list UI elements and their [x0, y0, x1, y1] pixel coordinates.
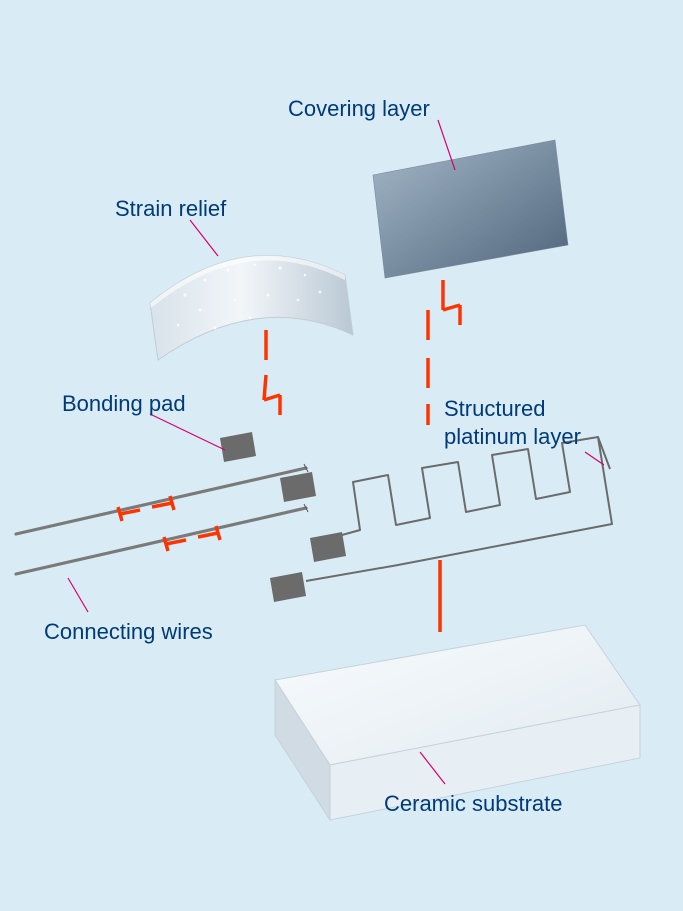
- diagram-svg: [0, 0, 683, 911]
- connecting-wires: [16, 464, 308, 574]
- label-ceramic: Ceramic substrate: [384, 790, 563, 818]
- label-covering: Covering layer: [288, 95, 430, 123]
- strain-relief: [150, 255, 353, 360]
- label-strain: Strain relief: [115, 195, 226, 223]
- structured-platinum-layer: [306, 437, 612, 581]
- label-platinum: Structured platinum layer: [444, 395, 581, 450]
- label-wires: Connecting wires: [44, 618, 213, 646]
- label-bonding: Bonding pad: [62, 390, 186, 418]
- covering-layer: [373, 140, 568, 278]
